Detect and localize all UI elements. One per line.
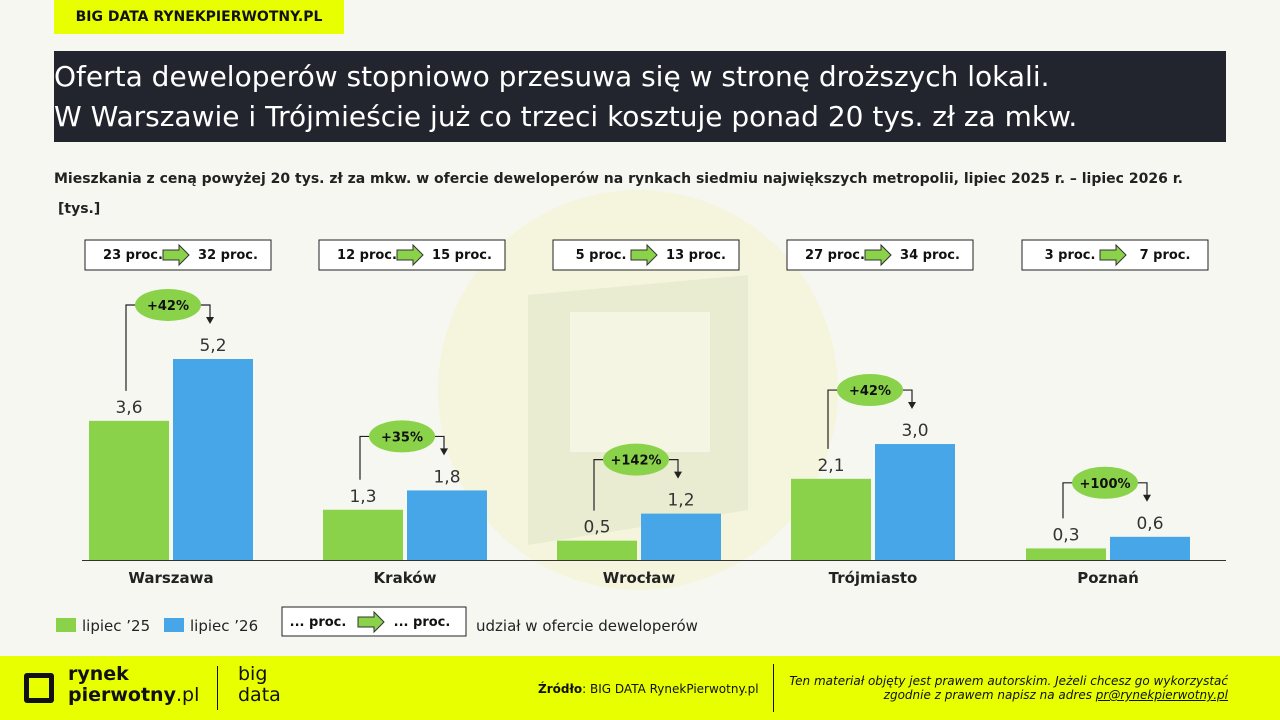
change-badge (135, 289, 201, 321)
share-from-label: 23 proc. (103, 248, 163, 263)
bar-Poznań-2025 (1026, 548, 1106, 560)
source-text: : BIG DATA RynekPierwotny.pl (582, 682, 759, 696)
big-data-logo: big data (238, 664, 281, 706)
legend-share-to: ... proc. (394, 615, 451, 630)
change-label: +142% (610, 454, 661, 469)
copyright-note: Ten materiał objęty jest prawem autorski… (786, 674, 1228, 702)
brand-tag: BIG DATA RYNEKPIERWOTNY.PL (54, 0, 344, 34)
share-from-label: 3 proc. (1045, 248, 1096, 263)
chart-title: Mieszkania z ceną powyżej 20 tys. zł za … (54, 171, 1183, 187)
change-label: +42% (147, 299, 189, 314)
copyright-line-2: zgodnie z prawem napisz na adres pr@ryne… (786, 688, 1228, 702)
value-label: 1,2 (667, 491, 694, 511)
share-from-label: 12 proc. (337, 248, 397, 263)
share-to-label: 13 proc. (666, 248, 726, 263)
category-label: Kraków (374, 569, 437, 587)
share-to-label: 34 proc. (900, 248, 960, 263)
bar-Trójmiasto-2026 (875, 444, 955, 560)
share-arrow-icon (162, 243, 190, 267)
change-arrow-head (908, 402, 916, 410)
logo-line-2-suffix: .pl (175, 684, 200, 706)
share-from-label: 27 proc. (805, 248, 865, 263)
category-label: Trójmiasto (829, 569, 918, 587)
logo-line-2: pierwotny.pl (68, 685, 199, 706)
change-label: +42% (849, 384, 891, 399)
change-arrow-head (1143, 494, 1151, 502)
value-label: 0,5 (583, 518, 610, 538)
legend-label-2026: lipiec ’26 (190, 617, 258, 635)
legend-swatch-2025 (56, 618, 76, 632)
bar-chart: 3,6 5,2 Warszawa +42% 23 proc. 32 proc. 1,3 1,8… (56, 190, 1226, 637)
headline-line-1: Oferta deweloperów stopniowo przesuwa si… (54, 60, 1050, 93)
chart-subtitle: Mieszkania z ceną powyżej 20 tys. zł za … (54, 164, 1244, 224)
bar-Kraków-2026 (407, 490, 487, 560)
share-to-label: 7 proc. (1140, 248, 1191, 263)
change-arrow-head (674, 471, 682, 479)
share-arrow-icon (396, 243, 424, 267)
footer: rynek pierwotny.pl big data Źródło: BIG … (0, 656, 1280, 720)
category-label: Poznań (1077, 569, 1139, 587)
bar-Wrocław-2025 (557, 540, 637, 560)
value-label: 1,8 (433, 467, 460, 487)
copyright-line-1: Ten materiał objęty jest prawem autorski… (789, 674, 1228, 688)
copyright-email[interactable]: pr@rynekpierwotny.pl (1095, 688, 1228, 702)
bar-Warszawa-2026 (173, 359, 253, 560)
logo-line-2-main: pierwotny (68, 684, 176, 706)
value-label: 0,3 (1052, 525, 1079, 545)
bar-Trójmiasto-2025 (791, 478, 871, 560)
value-label: 3,0 (901, 421, 928, 441)
share-arrow-icon (630, 243, 658, 267)
source-label: Źródło (538, 682, 583, 696)
bar-Kraków-2025 (323, 509, 403, 560)
change-badge (1072, 466, 1138, 499)
change-label: +35% (381, 430, 423, 445)
change-arrow-head (206, 317, 214, 324)
big-data-line-1: big (238, 663, 268, 685)
bar-Warszawa-2025 (89, 420, 169, 560)
bar-Poznań-2026 (1110, 536, 1190, 560)
category-label: Warszawa (128, 569, 213, 587)
change-label: +100% (1079, 477, 1130, 492)
logo-line-1: rynek (68, 663, 129, 685)
footer-divider-2 (773, 664, 774, 712)
copyright-line-2-text: zgodnie z prawem napisz na adres (883, 688, 1096, 702)
value-label: 3,6 (115, 398, 142, 418)
value-label: 1,3 (349, 487, 376, 507)
change-badge (603, 443, 669, 476)
big-data-line-2: data (238, 684, 281, 706)
legend-share-arrow-icon (357, 610, 385, 634)
watermark-inner (570, 312, 710, 452)
legend-label-2025: lipiec ’25 (82, 617, 150, 635)
change-badge (837, 374, 903, 407)
chart-unit: [tys.] (58, 201, 101, 217)
change-badge (369, 420, 435, 453)
category-label: Wrocław (603, 569, 676, 587)
legend-swatch-2026 (164, 618, 184, 632)
legend-share-description: udział w ofercie deweloperów (476, 617, 698, 635)
value-label: 0,6 (1136, 514, 1163, 534)
value-label: 5,2 (199, 336, 226, 356)
footer-divider (217, 666, 218, 710)
share-arrow-icon (1099, 243, 1127, 267)
value-label: 2,1 (817, 456, 844, 476)
share-from-label: 5 proc. (576, 248, 627, 263)
legend-share-from: ... proc. (290, 615, 347, 630)
share-to-label: 32 proc. (198, 248, 258, 263)
logo-icon (24, 673, 54, 703)
share-arrow-icon (864, 243, 892, 267)
headline: Oferta deweloperów stopniowo przesuwa si… (54, 51, 1226, 142)
change-arrow-head (440, 448, 448, 456)
share-to-label: 15 proc. (432, 248, 492, 263)
headline-line-2: W Warszawie i Trójmieście już co trzeci … (54, 100, 1078, 133)
source-note: Źródło: BIG DATA RynekPierwotny.pl (538, 682, 759, 696)
bar-Wrocław-2026 (641, 513, 721, 560)
logo: rynek pierwotny.pl (68, 664, 199, 706)
